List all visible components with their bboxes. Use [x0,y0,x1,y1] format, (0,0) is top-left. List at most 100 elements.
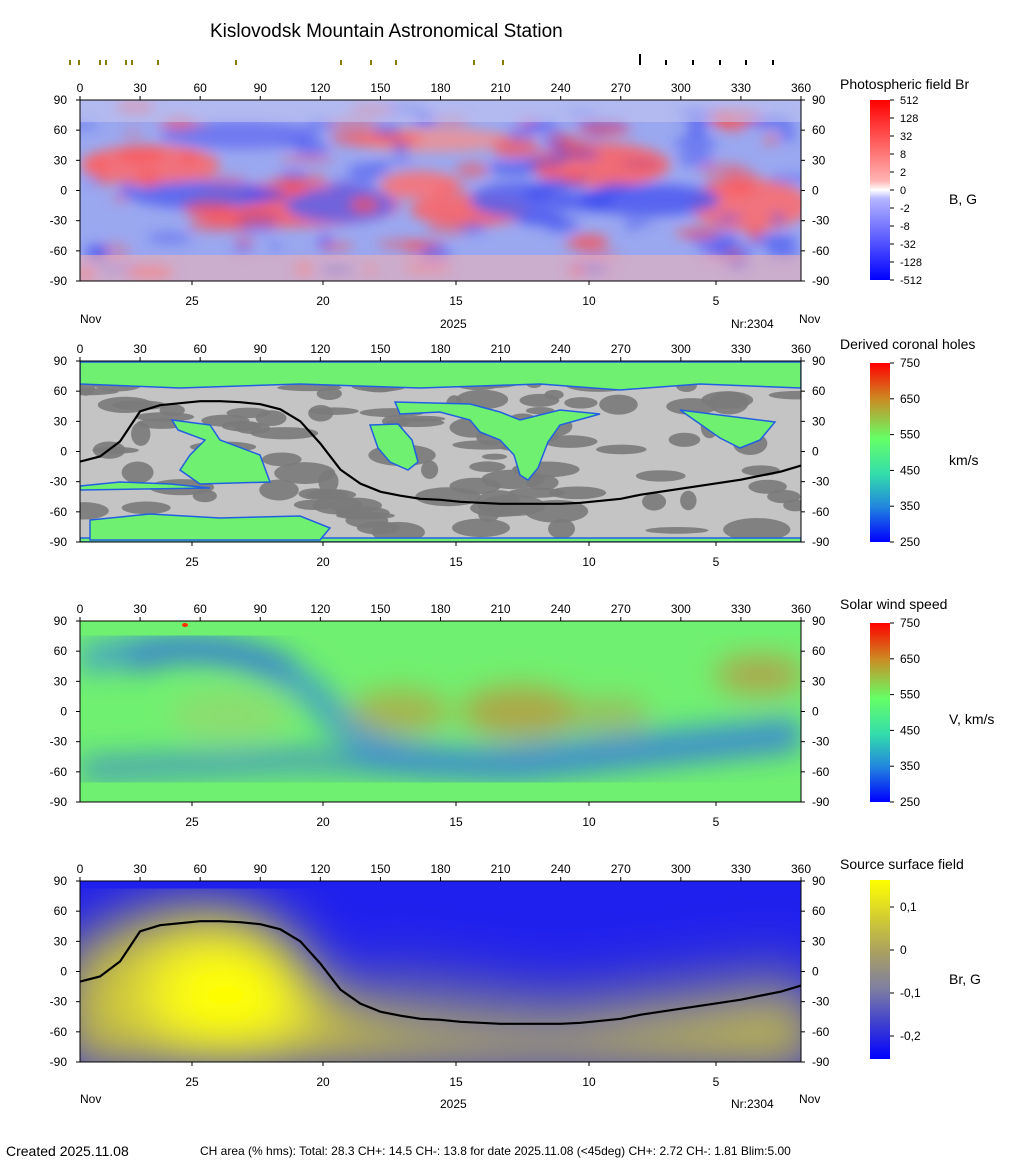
polarity-patch [599,394,638,415]
polarity-patch [261,452,302,467]
y-tick-label: 0 [60,445,67,459]
date-tick-label: 20 [316,555,330,569]
y-tick-label: -90 [812,795,830,809]
x-tick-label: 360 [791,342,811,356]
photospheric-map [80,100,801,281]
colorbar-label: 350 [900,499,920,513]
field-patch [491,140,540,158]
year-label-4: 2025 [440,1097,467,1111]
photospheric-blobs [80,100,801,281]
polarity-patch [421,460,439,480]
colorbar-label: 0 [900,943,907,957]
y-tick-label: -60 [50,1025,68,1039]
y-tick-label: 30 [54,153,68,167]
x-tick-label: 90 [254,81,268,95]
field-patch [564,174,588,181]
colorbar-label: -0,1 [900,986,921,1000]
polarity-patch [335,506,390,520]
field-patch [522,189,552,201]
field-patch [330,177,377,193]
y-tick-label: -30 [812,995,830,1009]
field-patch [598,182,633,190]
y-tick-label: 60 [54,123,68,137]
x-tick-label: 360 [791,81,811,95]
x-tick-label: 180 [430,81,450,95]
polarity-patch [259,479,299,501]
field-patch [350,196,379,213]
x-tick-label: 300 [671,81,691,95]
x-tick-label: 30 [133,862,147,876]
y-tick-label: 30 [54,934,68,948]
field-patch [746,224,764,242]
field-patch [210,209,226,214]
y-tick-label: 90 [812,93,826,107]
field-patch [768,175,801,184]
x-tick-label: 30 [133,342,147,356]
y-tick-label: 90 [54,874,68,888]
polarity-patch [469,461,506,473]
x-tick-label: 330 [731,342,751,356]
field-patch [717,214,743,221]
field-patch [779,128,795,141]
field-patch [570,234,609,247]
y-tick-label: -90 [50,274,68,288]
x-tick-label: 30 [133,602,147,616]
polarity-patch [548,486,607,500]
polarity-patch [548,518,575,539]
polarity-patch [192,489,217,503]
field-patch [146,231,193,245]
colorbar-label: 8 [900,149,906,161]
field-patch [371,133,423,145]
polarity-patch [97,396,153,413]
x-tick-label: 240 [551,602,571,616]
slow-wind-arc [126,641,294,677]
field-patch [185,200,235,219]
y-tick-label: 0 [60,965,67,979]
y-tick-label: 0 [60,705,67,719]
fast-wind-region [715,655,801,695]
north-polar-region [80,100,801,122]
field-patch [673,135,718,152]
colorbar [870,880,890,1059]
solar-wind-features [80,635,801,782]
field-patch [459,222,487,234]
y-tick-label: -90 [50,1055,68,1069]
x-tick-label: 210 [491,862,511,876]
date-tick-label: 10 [582,1075,596,1089]
date-tick-label: 5 [713,815,720,829]
y-tick-label: 0 [812,705,819,719]
x-tick-label: 330 [731,602,751,616]
x-tick-label: 360 [791,602,811,616]
month-label-right-1: Nov [799,312,821,326]
x-tick-label: 210 [491,342,511,356]
field-patch [623,220,655,225]
y-tick-label: -60 [812,505,830,519]
x-tick-label: 300 [671,602,691,616]
x-tick-label: 90 [254,342,268,356]
colorbar-label: 650 [900,392,920,406]
colorbar-label: 250 [900,795,920,809]
field-patch [88,156,109,172]
field-patch [373,159,417,165]
polarity-patch [80,502,109,520]
field-patch [724,169,759,183]
field-region [130,181,270,209]
x-tick-label: 120 [310,81,330,95]
field-patch [188,218,244,232]
date-tick-label: 5 [713,294,720,308]
date-tick-label: 15 [449,555,463,569]
y-tick-label: -60 [50,765,68,779]
polarity-patch [452,440,517,450]
polarity-patch [121,461,154,484]
field-patch [330,132,386,146]
y-tick-label: -60 [50,505,68,519]
x-tick-label: 150 [370,81,390,95]
y-tick-label: -30 [50,735,68,749]
polarity-patch [542,435,598,448]
fast-wind-region [570,697,650,733]
colorbar-label: 512 [900,95,918,107]
date-tick-label: 5 [713,555,720,569]
date-tick-label: 20 [316,294,330,308]
colorbar-label: 450 [900,463,920,477]
x-tick-label: 0 [77,862,84,876]
